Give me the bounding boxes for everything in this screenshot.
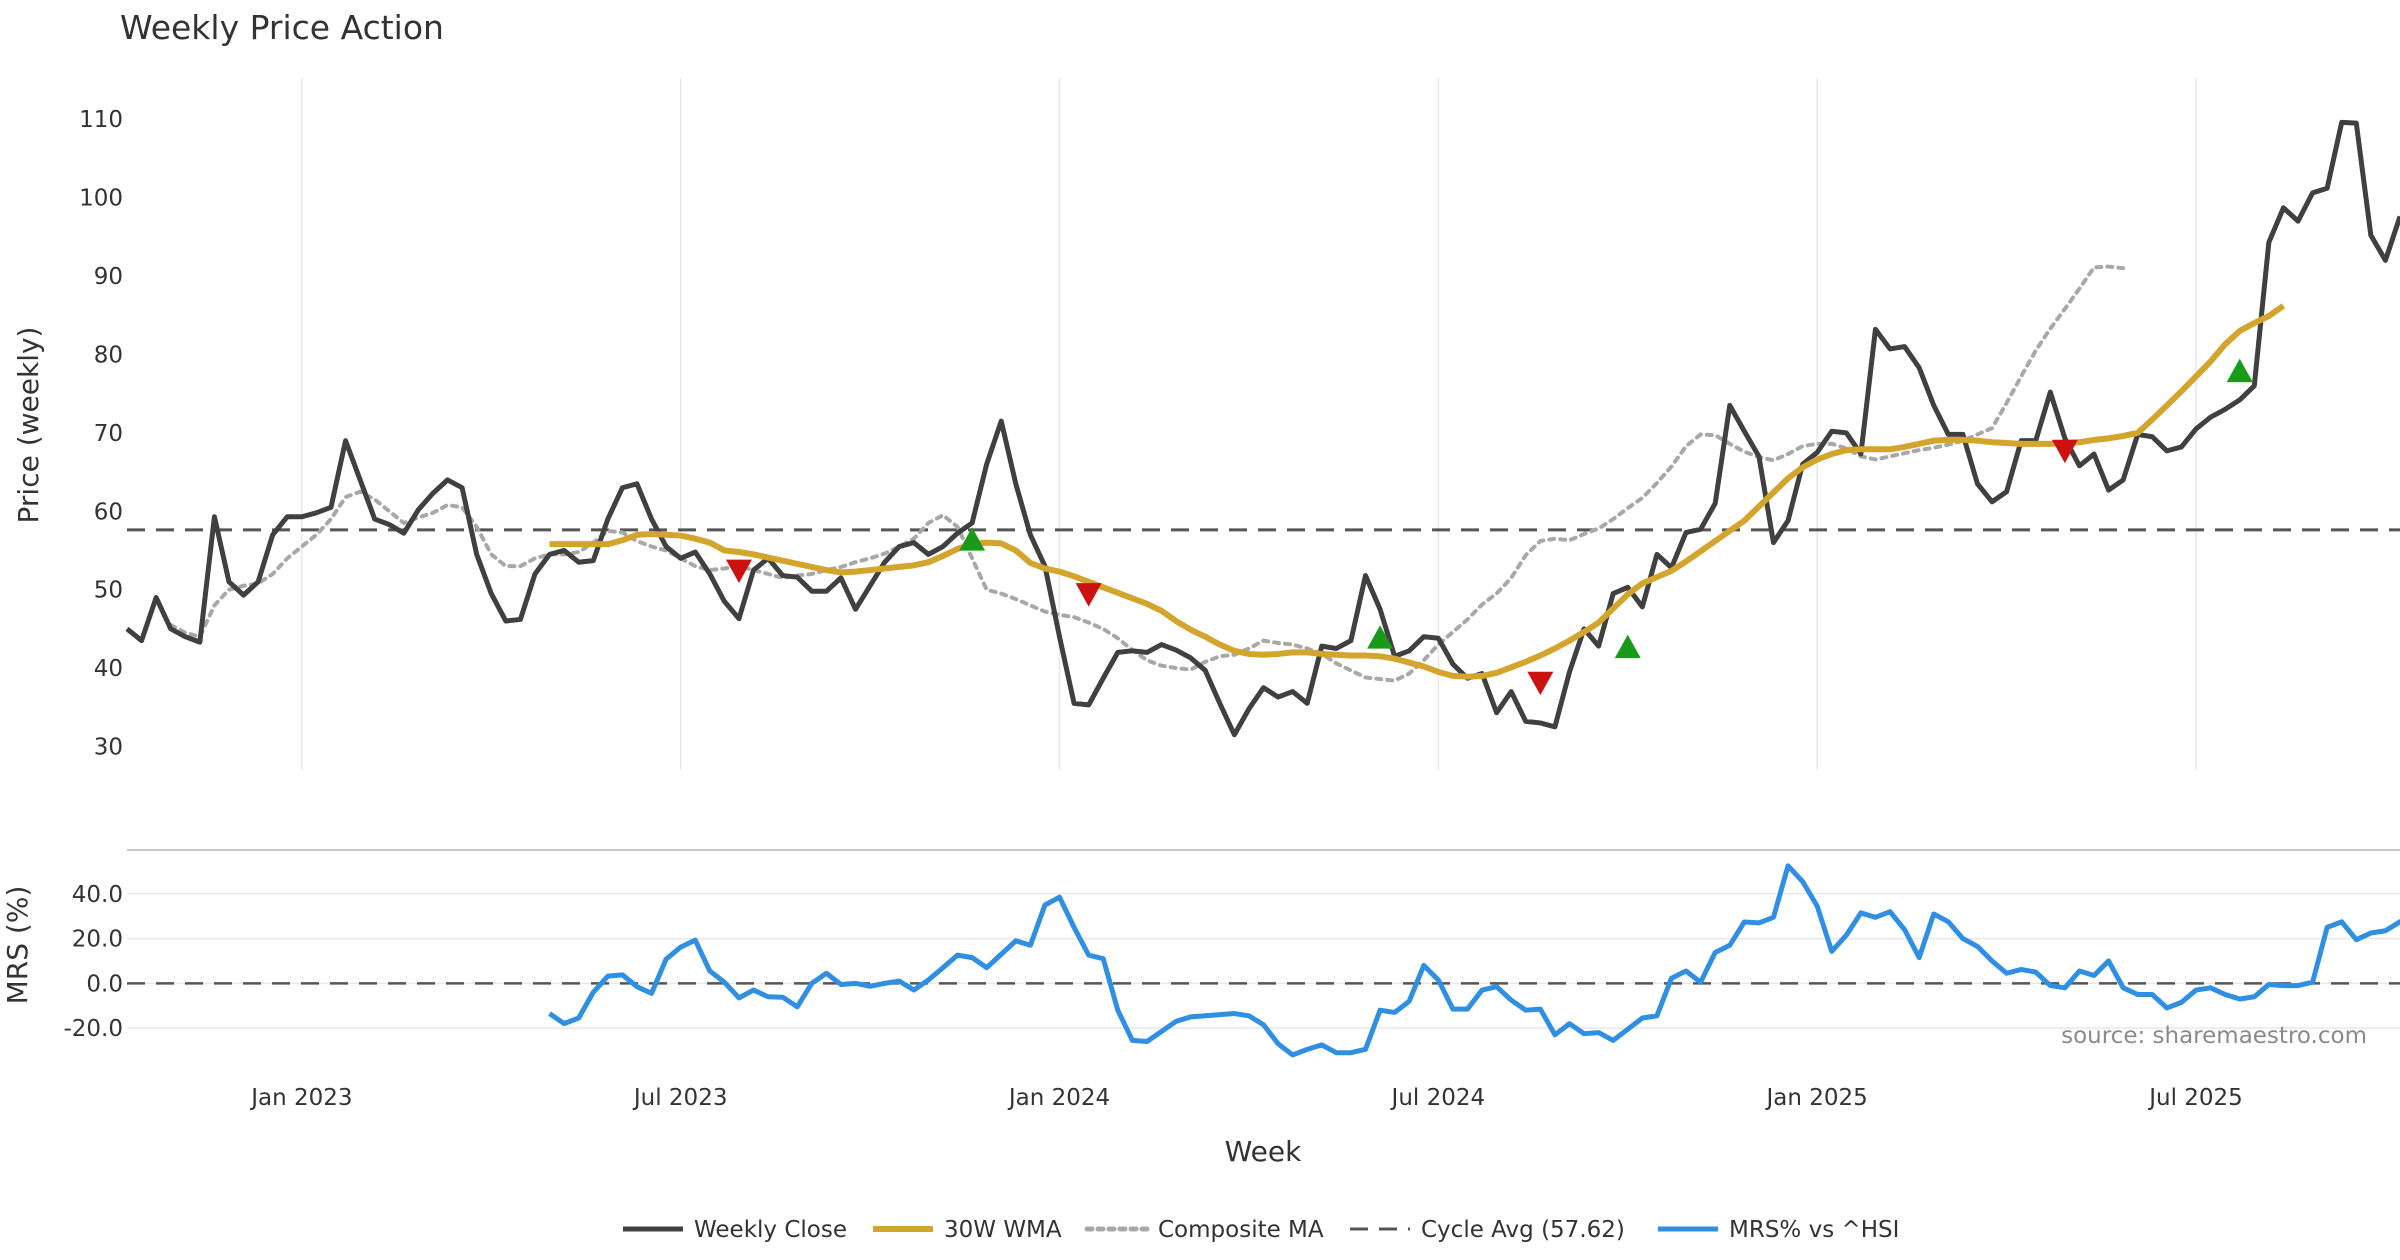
buy-signal-up-triangle (959, 527, 986, 551)
chart-title: Weekly Price Action (120, 8, 444, 47)
price-y-tick-label: 60 (94, 499, 123, 525)
composite-ma-line (168, 264, 2126, 683)
price-y-tick-label: 40 (94, 656, 123, 682)
mrs-y-tick-label: -20.0 (63, 1016, 123, 1042)
buy-signal-up-triangle (1614, 634, 1641, 659)
mrs-y-tick-label: 0.0 (86, 971, 123, 997)
sell-signal-down-triangle (1075, 583, 1102, 607)
price-y-tick-label: 70 (94, 421, 123, 447)
price-y-tick-label: 50 (94, 578, 123, 604)
mrs-line (548, 863, 2400, 1058)
buy-signal-up-triangle (1367, 625, 1394, 649)
legend-label-wma: 30W WMA (944, 1217, 1062, 1243)
price-y-axis-label: Price (weekly) (12, 327, 45, 524)
x-ticks: Jan 2023 Jul 2023 Jan 2024 Jul 2024 Jan 2025… (249, 1085, 2243, 1111)
x-tick-label: Jul 2025 (2147, 1085, 2243, 1111)
legend-label-close: Weekly Close (694, 1217, 847, 1243)
wma-30w-line (549, 303, 2286, 680)
x-tick-label: Jan 2023 (249, 1085, 352, 1111)
mrs-y-tick-label: 40.0 (72, 882, 123, 908)
x-tick-label: Jul 2023 (632, 1085, 728, 1111)
price-y-tick-label: 100 (79, 186, 123, 212)
source-credit: source: sharemaestro.com (2061, 1023, 2367, 1049)
signal-markers (725, 358, 2253, 696)
x-tick-label: Jan 2025 (1765, 1085, 1868, 1111)
price-y-tick-label: 80 (94, 342, 123, 368)
price-y-tick-label: 30 (94, 734, 123, 760)
sell-signal-down-triangle (725, 559, 752, 584)
mrs-y-axis-label: MRS (%) (1, 886, 34, 1005)
price-y-tick-label: 110 (79, 107, 123, 133)
sell-signal-down-triangle (1527, 671, 1554, 696)
buy-signal-up-triangle (2226, 358, 2253, 383)
grid-layer (127, 78, 2400, 1029)
mrs-y-tick-label: 20.0 (72, 927, 123, 953)
legend-label-mrs: MRS% vs ^HSI (1729, 1217, 1899, 1243)
price-y-ticks: 30 40 50 60 70 80 90 100 110 (79, 107, 123, 760)
mrs-y-ticks: 40.0 20.0 0.0 -20.0 (63, 882, 123, 1042)
price-y-tick-label: 90 (94, 264, 123, 290)
legend-label-composite: Composite MA (1158, 1217, 1324, 1243)
x-tick-label: Jul 2024 (1390, 1085, 1486, 1111)
x-tick-label: Jan 2024 (1007, 1085, 1110, 1111)
legend-label-cycle: Cycle Avg (57.62) (1421, 1217, 1625, 1243)
legend: Weekly Close 30W WMA Composite MA Cycle Avg… (623, 1217, 1899, 1243)
series-layer (125, 119, 2400, 1058)
weekly-close-line (125, 119, 2400, 738)
x-axis-label: Week (1225, 1135, 1302, 1168)
sell-signal-down-triangle (2051, 439, 2078, 464)
